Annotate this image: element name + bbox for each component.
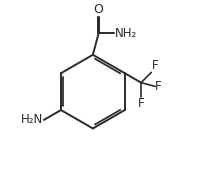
Text: NH₂: NH₂ (115, 27, 137, 40)
Text: F: F (155, 80, 162, 93)
Text: O: O (94, 3, 104, 16)
Text: F: F (138, 97, 144, 110)
Text: H₂N: H₂N (21, 113, 43, 126)
Text: F: F (151, 59, 158, 72)
